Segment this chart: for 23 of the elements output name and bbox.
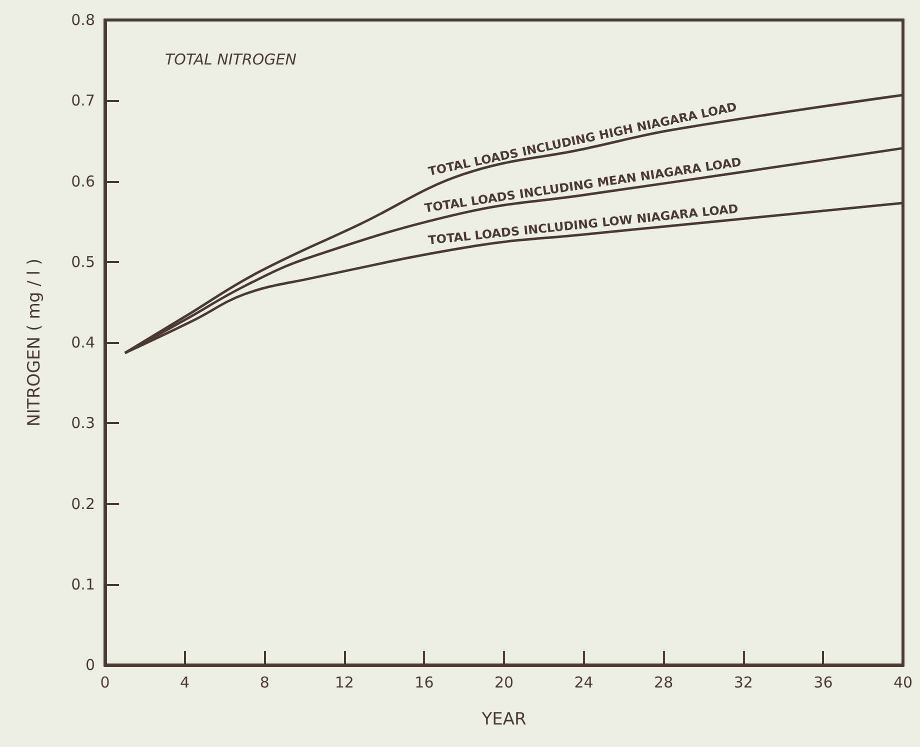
y-tick-label: 0 xyxy=(85,656,95,674)
x-tick-label: 20 xyxy=(494,674,514,692)
x-tick-label: 12 xyxy=(334,674,354,692)
y-tick-label: 0.6 xyxy=(71,172,95,190)
x-tick-label: 36 xyxy=(814,674,833,692)
x-tick-label: 32 xyxy=(734,674,753,692)
annotation: TOTAL NITROGEN xyxy=(165,50,296,68)
y-tick-label: 0.4 xyxy=(71,334,95,352)
y-tick-label: 0.3 xyxy=(71,414,95,432)
x-tick-label: 16 xyxy=(414,674,434,692)
x-axis-title: YEAR xyxy=(480,710,526,730)
y-tick-label: 0.8 xyxy=(71,11,95,29)
x-tick-label: 4 xyxy=(180,674,190,692)
y-tick-label: 0.1 xyxy=(71,575,95,594)
x-tick-label: 40 xyxy=(893,674,913,692)
x-tick-label: 0 xyxy=(100,674,110,692)
y-tick-label: 0.5 xyxy=(71,252,95,271)
y-tick-label: 0.2 xyxy=(71,494,95,513)
y-tick-label: 0.7 xyxy=(71,92,95,110)
y-axis-title: NITROGEN ( mg / l ) xyxy=(24,258,44,427)
x-tick-label: 24 xyxy=(574,674,594,692)
x-tick-label: 28 xyxy=(654,674,674,692)
x-tick-label: 8 xyxy=(260,674,270,692)
